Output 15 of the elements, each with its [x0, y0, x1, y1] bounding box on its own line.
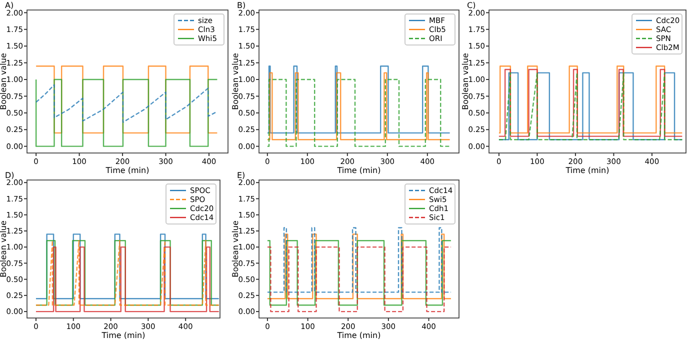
chart-title: A): [5, 1, 14, 10]
y-axis-title: Boolean value: [461, 53, 470, 110]
x-axis-title: Time (min): [104, 166, 150, 175]
y-axis-title: Boolean value: [231, 220, 240, 278]
x-axis-title: Time (min): [100, 331, 146, 340]
chart-title: B): [237, 1, 246, 10]
x-axis-title: Time (min): [336, 166, 381, 175]
y-axis-title: Boolean value: [231, 53, 240, 110]
y-axis-title: Boolean value: [0, 53, 8, 110]
chart-title: E): [237, 171, 246, 180]
x-axis-title: Time (min): [564, 166, 610, 175]
y-axis-title: Boolean value: [0, 220, 8, 278]
x-axis-title: Time (min): [336, 331, 381, 340]
chart-title: C): [467, 1, 476, 10]
chart-title: D): [5, 171, 14, 180]
